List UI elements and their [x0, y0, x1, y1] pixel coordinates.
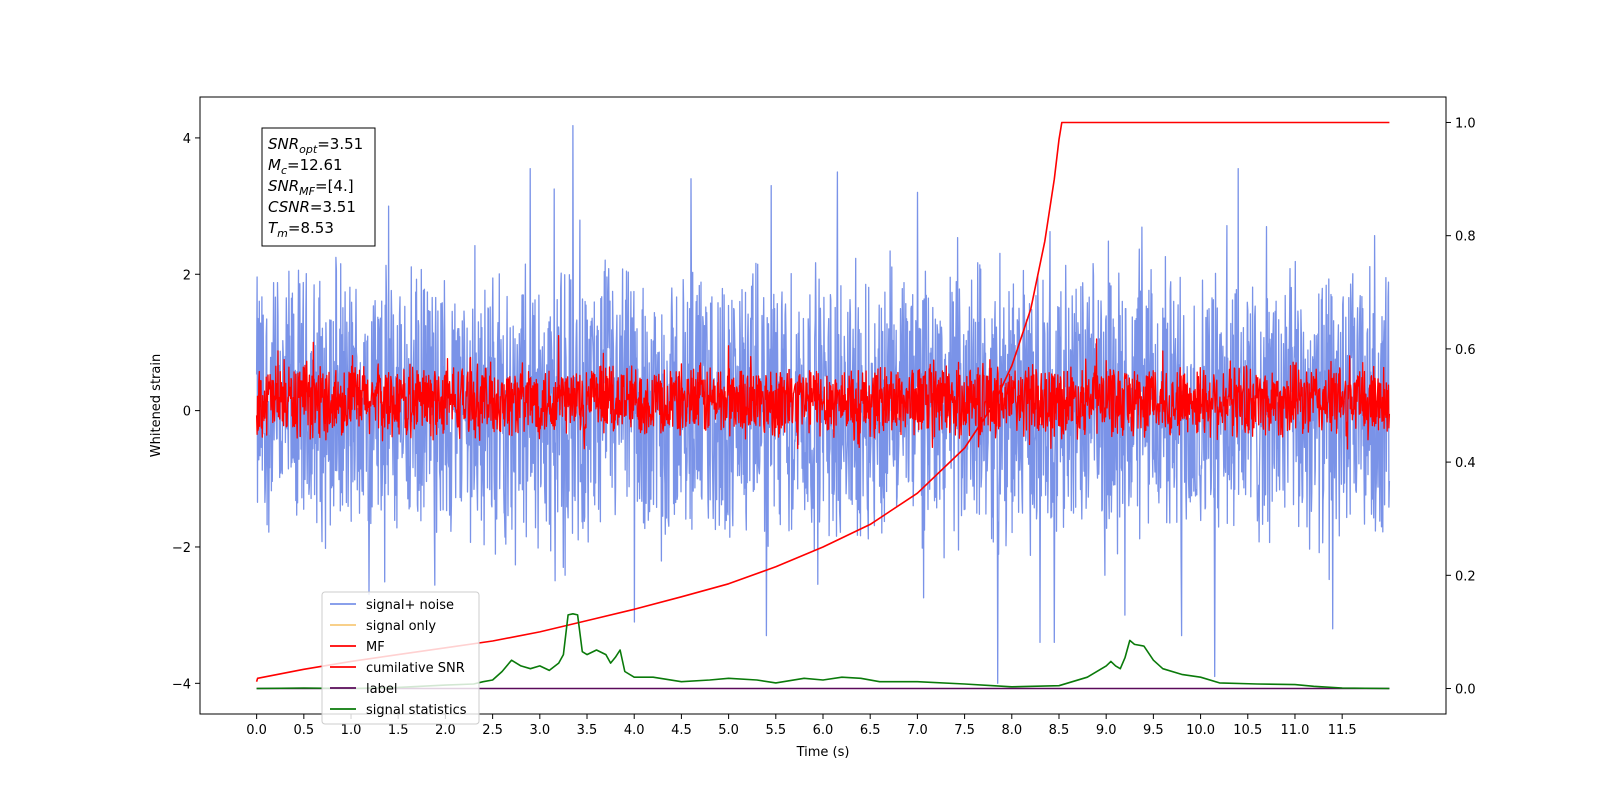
y-tick-label: 2 [183, 268, 191, 283]
x-tick-label: 7.5 [954, 723, 975, 738]
x-tick-label: 3.5 [577, 723, 598, 738]
legend-item-label: signal only [366, 619, 436, 634]
x-tick-label: 6.5 [860, 723, 881, 738]
y2-tick-label: 0.6 [1455, 343, 1476, 358]
annotation-line: Tm=8.53 [268, 219, 334, 240]
legend-item-label: label [366, 682, 397, 697]
y-axis-label: Whitened strain [149, 354, 164, 457]
x-tick-label: 10.5 [1233, 723, 1262, 738]
x-tick-label: 4.0 [624, 723, 645, 738]
legend-item-label: cumilative SNR [366, 661, 465, 676]
x-tick-label: 1.0 [341, 723, 362, 738]
legend-frame [321, 591, 480, 725]
y2-tick-label: 0.2 [1455, 569, 1476, 584]
y-tick-label: 0 [183, 405, 191, 420]
y-axis-left: 4 2 0 −2 −4 [172, 132, 200, 692]
y-tick-label: 4 [183, 132, 191, 147]
y-axis-right: 1.0 0.8 0.6 0.4 0.2 0.0 [1446, 116, 1476, 698]
y2-tick-label: 1.0 [1455, 116, 1476, 131]
x-axis: 0.0 0.5 1.0 1.5 2.0 2.5 3.0 3.5 4.0 4.5 5.0 5.5 6.0 6… [246, 714, 1357, 738]
x-tick-label: 10.0 [1186, 723, 1215, 738]
annotation-line: SNRMF=[4.] [268, 177, 354, 198]
x-tick-label: 5.0 [718, 723, 739, 738]
x-tick-label: 0.5 [293, 723, 314, 738]
x-tick-label: 2.0 [435, 723, 456, 738]
x-tick-label: 7.0 [907, 723, 928, 738]
series-line-signal-noise [255, 124, 1391, 684]
x-tick-label: 8.0 [1001, 723, 1022, 738]
x-tick-label: 0.0 [246, 723, 267, 738]
annotation-frame [261, 127, 376, 247]
series-line-signal-statistics [256, 613, 1390, 690]
x-tick-label: 9.5 [1143, 723, 1164, 738]
legend: signal+ noise signal only MF cumilative SNR… [321, 591, 480, 725]
legend-item-label: MF [366, 640, 385, 655]
y2-tick-label: 0.0 [1455, 683, 1476, 698]
legend-item-label: signal statistics [366, 703, 467, 718]
legend-item-label: signal+ noise [366, 598, 454, 613]
x-tick-label: 9.0 [1096, 723, 1117, 738]
y2-tick-label: 0.4 [1455, 456, 1476, 471]
x-tick-label: 11.5 [1328, 723, 1357, 738]
x-tick-label: 4.5 [671, 723, 692, 738]
y-tick-label: −2 [172, 541, 191, 556]
x-tick-label: 8.5 [1049, 723, 1070, 738]
y2-tick-label: 0.8 [1455, 230, 1476, 245]
x-tick-label: 2.5 [482, 723, 503, 738]
annotation-line: SNRopt=3.51 [268, 135, 363, 156]
annotation-line: Mc=12.61 [268, 156, 343, 177]
x-tick-label: 6.0 [813, 723, 834, 738]
x-tick-label: 3.0 [529, 723, 550, 738]
x-axis-label: Time (s) [796, 745, 850, 760]
series-line-mf [255, 334, 1391, 450]
y-tick-label: −4 [172, 677, 191, 692]
x-tick-label: 11.0 [1280, 723, 1309, 738]
x-tick-label: 5.5 [765, 723, 786, 738]
x-tick-label: 1.5 [388, 723, 409, 738]
annotation-line: CSNR=3.51 [268, 198, 356, 216]
